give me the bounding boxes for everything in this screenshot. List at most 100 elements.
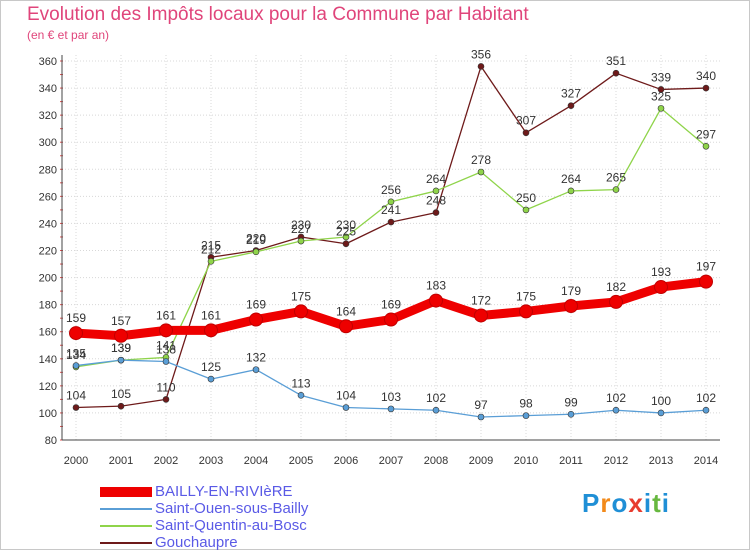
x-tick-label: 2000 bbox=[64, 455, 88, 467]
data-point bbox=[117, 402, 125, 410]
x-tick-label: 2004 bbox=[244, 455, 268, 467]
logo-letter: t bbox=[652, 488, 662, 518]
data-label: 175 bbox=[291, 289, 311, 303]
data-label: 179 bbox=[561, 284, 581, 298]
logo-letter: r bbox=[600, 488, 612, 518]
data-label: 161 bbox=[201, 308, 221, 322]
data-point bbox=[297, 392, 305, 399]
data-label: 241 bbox=[381, 203, 401, 217]
y-tick-label: 80 bbox=[45, 435, 57, 447]
data-point bbox=[702, 84, 710, 92]
data-point bbox=[432, 406, 440, 414]
data-point bbox=[252, 248, 260, 256]
data-point bbox=[297, 237, 305, 245]
legend-label-bailly: BAILLY-EN-RIVIèRE bbox=[155, 483, 293, 500]
x-tick-label: 2014 bbox=[694, 455, 718, 467]
data-point bbox=[477, 63, 485, 70]
data-point bbox=[702, 142, 710, 150]
x-tick-label: 2003 bbox=[199, 455, 223, 467]
data-point bbox=[474, 308, 488, 323]
data-point bbox=[339, 319, 353, 334]
data-point bbox=[522, 206, 530, 214]
chart-title: Evolution des Impôts locaux pour la Comm… bbox=[27, 4, 529, 25]
data-label: 264 bbox=[426, 172, 446, 186]
data-point bbox=[477, 413, 485, 421]
data-point bbox=[114, 328, 128, 343]
legend-swatch-saint-quentin bbox=[100, 525, 152, 527]
logo-letter: i bbox=[661, 488, 670, 518]
data-label: 132 bbox=[246, 351, 266, 365]
data-label: 307 bbox=[516, 114, 536, 128]
data-label: 102 bbox=[426, 391, 446, 405]
data-label: 297 bbox=[696, 127, 716, 141]
data-label: 230 bbox=[291, 218, 311, 232]
data-label: 98 bbox=[519, 397, 533, 411]
x-tick-label: 2012 bbox=[604, 455, 628, 467]
data-label: 169 bbox=[246, 298, 266, 312]
data-point bbox=[612, 406, 620, 414]
data-label: 327 bbox=[561, 87, 581, 101]
y-tick-label: 240 bbox=[39, 218, 57, 230]
data-point bbox=[207, 375, 215, 383]
data-label: 339 bbox=[651, 70, 671, 84]
data-point bbox=[429, 293, 443, 308]
y-tick-label: 220 bbox=[39, 246, 57, 258]
proxiti-logo: Proxiti bbox=[582, 488, 670, 519]
data-point bbox=[522, 412, 530, 419]
data-point bbox=[609, 294, 623, 309]
data-point bbox=[432, 187, 440, 195]
y-tick-label: 320 bbox=[39, 110, 57, 122]
data-point bbox=[522, 129, 530, 137]
data-point bbox=[72, 404, 80, 411]
data-label: 227 bbox=[291, 222, 311, 236]
data-label: 172 bbox=[471, 293, 491, 307]
data-point bbox=[249, 312, 263, 327]
data-label: 104 bbox=[66, 389, 86, 403]
data-label: 265 bbox=[606, 171, 626, 185]
y-tick-label: 340 bbox=[39, 83, 57, 95]
x-tick-label: 2009 bbox=[469, 455, 493, 467]
data-point bbox=[162, 396, 170, 403]
data-point bbox=[162, 358, 170, 365]
data-label: 183 bbox=[426, 279, 446, 293]
y-tick-label: 180 bbox=[39, 300, 57, 312]
x-tick-label: 2002 bbox=[154, 455, 178, 467]
data-label: 134 bbox=[66, 348, 86, 362]
data-point bbox=[567, 410, 575, 418]
logo-letter: x bbox=[628, 488, 644, 518]
y-tick-label: 360 bbox=[39, 56, 57, 68]
chart-subtitle: (en € et par an) bbox=[27, 28, 110, 42]
data-label: 264 bbox=[561, 172, 581, 186]
data-label: 141 bbox=[156, 338, 176, 352]
data-label: 182 bbox=[606, 280, 626, 294]
data-point bbox=[699, 274, 713, 289]
data-label: 230 bbox=[336, 218, 356, 232]
data-point bbox=[204, 323, 218, 338]
logo-letter: o bbox=[611, 488, 629, 518]
legend-swatch-bailly bbox=[100, 487, 152, 497]
data-point bbox=[387, 405, 395, 413]
data-point bbox=[612, 186, 620, 193]
data-label: 340 bbox=[696, 69, 716, 83]
data-label: 110 bbox=[156, 380, 175, 394]
data-point bbox=[294, 304, 308, 319]
logo-letter: P bbox=[582, 488, 601, 518]
y-tick-label: 100 bbox=[39, 408, 57, 420]
y-tick-label: 200 bbox=[39, 273, 57, 285]
data-label: 193 bbox=[651, 265, 671, 279]
y-tick-label: 280 bbox=[39, 164, 57, 176]
data-label: 105 bbox=[111, 387, 131, 401]
data-point bbox=[654, 280, 668, 295]
data-point bbox=[657, 86, 665, 93]
data-point bbox=[567, 102, 575, 109]
y-tick-label: 260 bbox=[39, 191, 57, 203]
x-tick-label: 2008 bbox=[424, 455, 448, 467]
data-label: 103 bbox=[381, 390, 401, 404]
x-tick-label: 2005 bbox=[289, 455, 313, 467]
data-point bbox=[207, 258, 215, 265]
data-label: 197 bbox=[696, 260, 716, 274]
data-label: 250 bbox=[516, 191, 536, 205]
data-point bbox=[564, 298, 578, 313]
data-point bbox=[159, 323, 173, 338]
